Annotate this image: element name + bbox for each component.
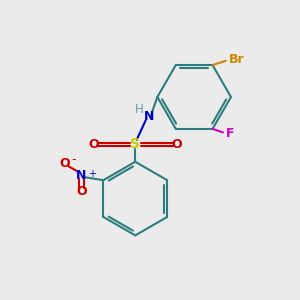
Text: S: S xyxy=(130,137,140,151)
Text: Br: Br xyxy=(229,53,244,66)
Text: O: O xyxy=(89,138,99,151)
Text: O: O xyxy=(171,138,182,151)
Text: H: H xyxy=(135,103,144,116)
Text: N: N xyxy=(76,169,86,182)
Text: -: - xyxy=(72,153,76,167)
Text: N: N xyxy=(144,110,154,123)
Text: F: F xyxy=(226,127,234,140)
Text: O: O xyxy=(60,157,70,170)
Text: O: O xyxy=(76,184,87,198)
Text: +: + xyxy=(88,169,96,179)
